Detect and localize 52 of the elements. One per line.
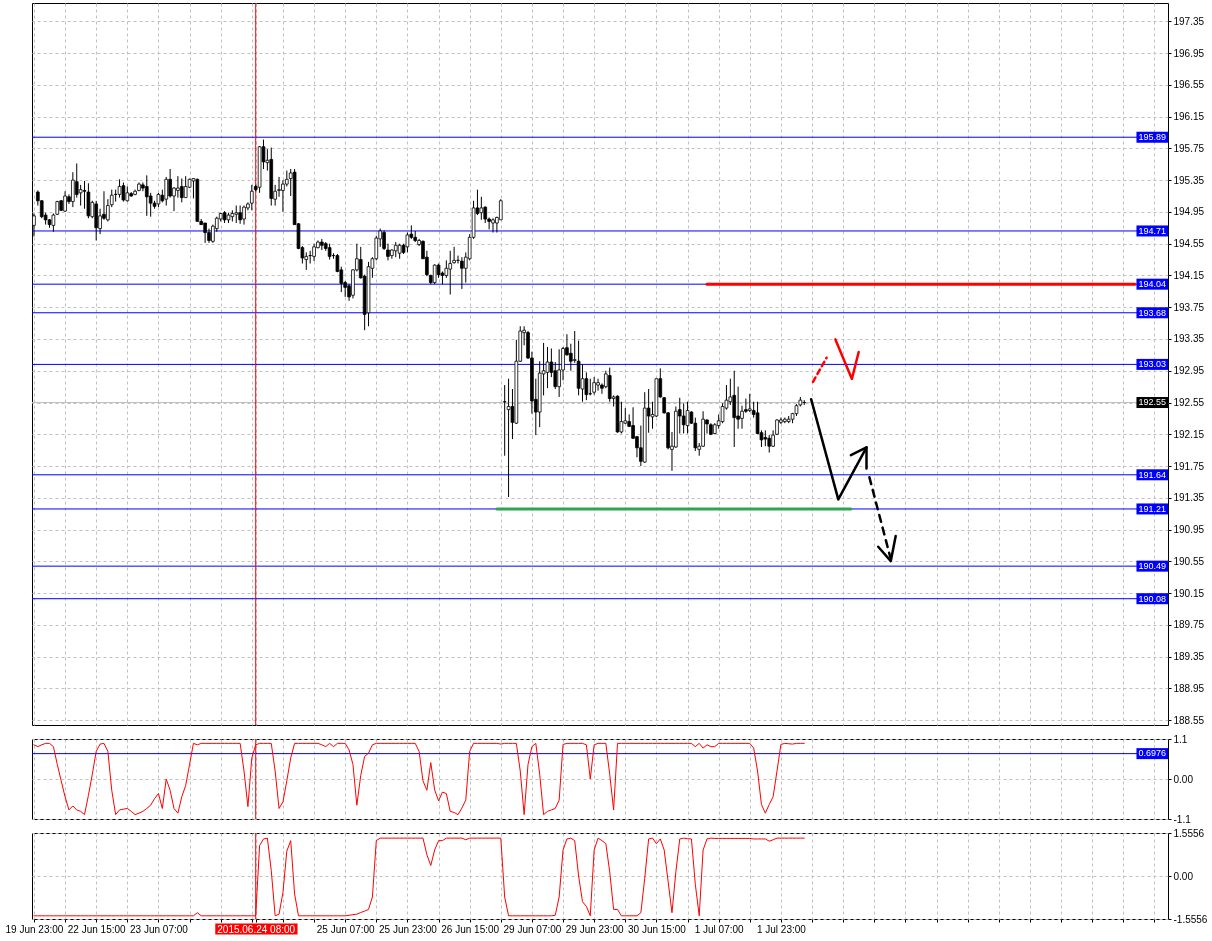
y-tick-label: 194.95 — [1173, 206, 1205, 218]
y-tick-label: 188.95 — [1173, 682, 1205, 694]
y-tick-label: 0.00 — [1173, 870, 1194, 882]
x-tick-label: 25 Jun 23:00 — [379, 923, 438, 935]
y-tick-label: 192.15 — [1173, 428, 1205, 440]
x-tick-label: 22 Jun 15:00 — [67, 923, 127, 935]
y-tick-label: 193.75 — [1173, 301, 1205, 313]
y-tick-label: -1.1 — [1173, 813, 1192, 825]
x-tick-label: 29 Jun 07:00 — [503, 923, 562, 935]
ref-line-label: 192.55 — [1138, 397, 1166, 408]
x-tick-label: 1 Jul 07:00 — [694, 923, 745, 935]
y-tick-label: 197.35 — [1173, 15, 1205, 27]
ref-line-label: 191.64 — [1138, 469, 1166, 480]
y-tick-label: 191.75 — [1173, 460, 1205, 472]
ref-line-label: 194.04 — [1138, 278, 1166, 289]
y-tick-label: 194.55 — [1173, 238, 1205, 250]
ref-line-label: 0.6976 — [1138, 748, 1166, 759]
y-tick-label: 192.95 — [1173, 365, 1205, 377]
x-tick-label: 19 Jun 23:00 — [5, 923, 64, 935]
y-tick-label: 191.35 — [1173, 492, 1205, 504]
x-tick-label: 25 Jun 07:00 — [316, 923, 376, 935]
y-tick-label: 188.55 — [1173, 714, 1205, 726]
ref-line-label: 194.71 — [1138, 225, 1166, 236]
y-tick-label: 189.75 — [1173, 619, 1205, 631]
y-tick-label: 194.15 — [1173, 269, 1205, 281]
y-tick-label: 1.1 — [1173, 733, 1188, 745]
y-tick-label: 196.95 — [1173, 47, 1205, 59]
ref-line-label: 190.08 — [1138, 593, 1166, 604]
y-tick-label: 190.95 — [1173, 524, 1205, 536]
x-tick-label: 23 Jun 07:00 — [130, 923, 189, 935]
y-tick-label: 0.00 — [1173, 773, 1194, 785]
y-tick-label: 193.35 — [1173, 333, 1205, 345]
x-tick-label: 26 Jun 15:00 — [441, 923, 500, 935]
ref-line-label: 193.68 — [1138, 307, 1166, 318]
y-tick-label: 1.5556 — [1173, 827, 1205, 839]
ref-line-label: 191.21 — [1138, 503, 1166, 514]
x-tick-label: 1 Jul 23:00 — [756, 923, 807, 935]
ref-line-label: 195.89 — [1138, 132, 1166, 143]
y-tick-label: 190.15 — [1173, 587, 1205, 599]
y-tick-label: 189.35 — [1173, 651, 1205, 663]
ref-line-label: 190.49 — [1138, 560, 1166, 571]
x-tick-label: 30 Jun 15:00 — [628, 923, 687, 935]
y-tick-label: 190.55 — [1173, 555, 1205, 567]
y-tick-label: 195.35 — [1173, 174, 1205, 186]
y-tick-label: -1.5556 — [1173, 913, 1208, 925]
x-tick-label: 29 Jun 23:00 — [565, 923, 625, 935]
y-tick-label: 196.55 — [1173, 79, 1205, 91]
ref-line-label: 193.03 — [1138, 359, 1166, 370]
x-tick-label: 2015.06.24 08:00 — [217, 923, 296, 935]
y-tick-label: 196.15 — [1173, 111, 1205, 123]
y-tick-label: 195.75 — [1173, 142, 1205, 154]
y-tick-label: 192.55 — [1173, 397, 1205, 409]
